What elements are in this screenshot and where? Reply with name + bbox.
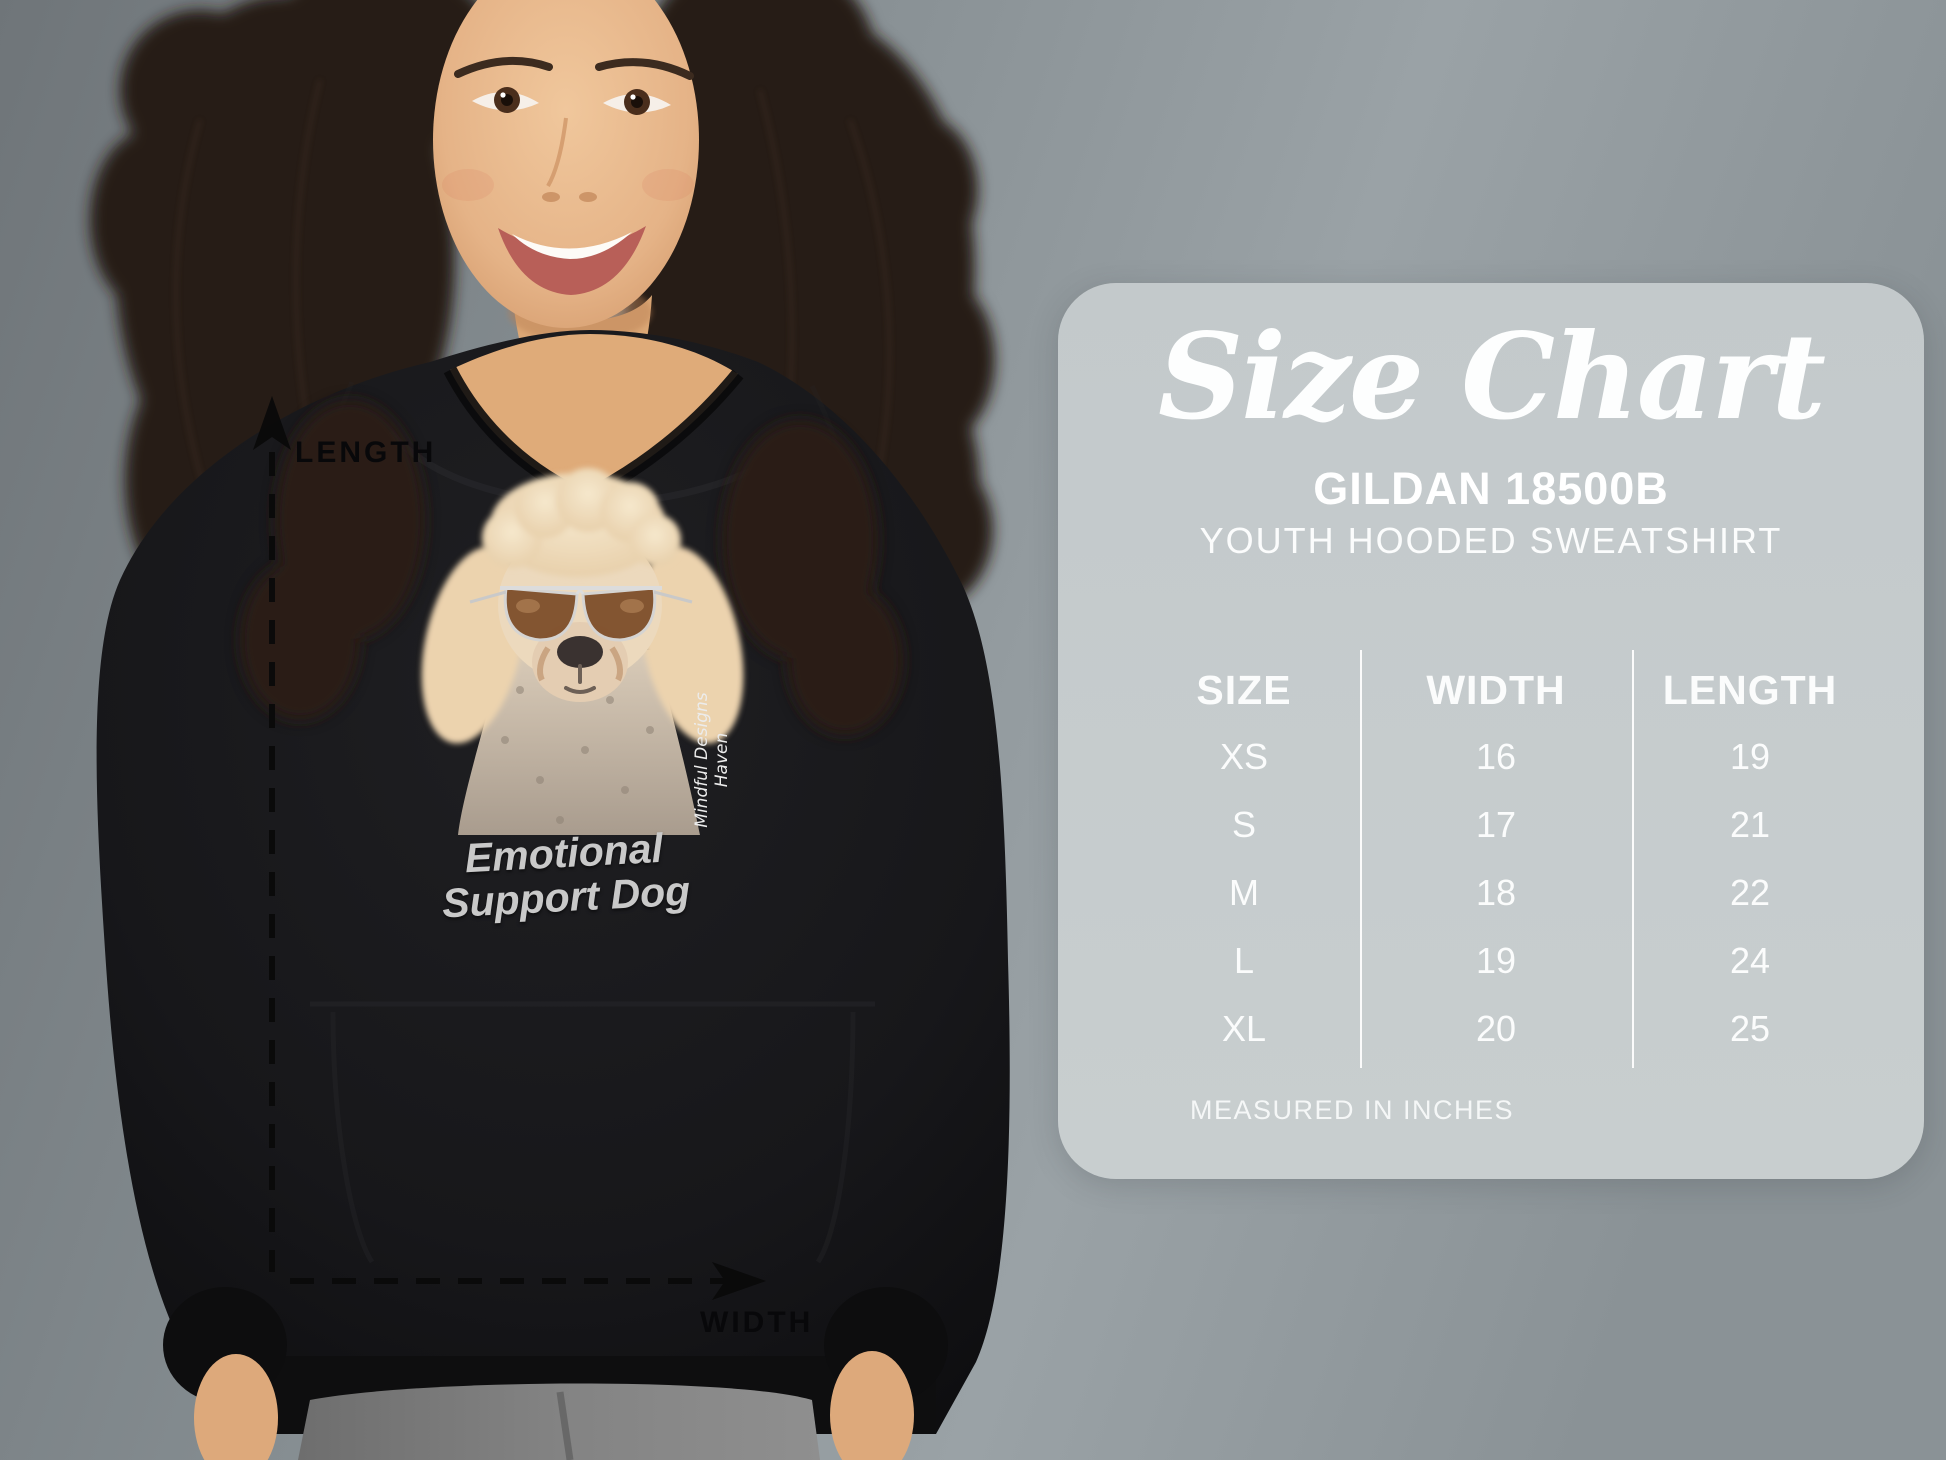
column-header-size: SIZE — [1196, 667, 1292, 713]
brand-signature: Mindful Designs Haven — [692, 685, 732, 835]
size-cell: L — [1233, 940, 1255, 981]
length-cell: 24 — [1729, 940, 1771, 981]
panel-footnote: MEASURED IN INCHES — [1190, 1095, 1515, 1125]
poodle-nose — [557, 636, 603, 668]
width-cell: 17 — [1475, 804, 1517, 845]
size-chart-panel: Size Chart GILDAN 18500B YOUTH HOODED SW… — [1058, 283, 1924, 1179]
poodle-topknot — [482, 468, 681, 577]
size-cell: M — [1229, 872, 1259, 913]
sweatpants — [298, 1383, 820, 1460]
poodle-graphic — [421, 468, 744, 835]
size-table: SIZE WIDTH LENGTH XS 16 19 S 17 21 M 18 … — [1128, 655, 1868, 1063]
width-cell: 16 — [1475, 736, 1517, 777]
column-divider — [1360, 650, 1362, 1068]
width-cell: 19 — [1475, 940, 1517, 981]
width-label: WIDTH — [700, 1306, 814, 1339]
length-cell: 19 — [1729, 736, 1771, 777]
product-code: GILDAN 18500B — [1313, 463, 1669, 514]
width-cell: 20 — [1475, 1008, 1517, 1049]
width-arrow-icon — [290, 1262, 766, 1300]
brand-signature-line2: Haven — [712, 732, 732, 788]
girl-face — [433, 0, 699, 328]
right-hand — [830, 1351, 914, 1460]
pants-crease — [556, 1391, 574, 1460]
eyebrow-right — [595, 58, 694, 80]
size-cell: XS — [1219, 736, 1269, 777]
length-arrow-icon — [253, 396, 291, 1272]
column-divider — [1632, 650, 1634, 1068]
panel-title: Size Chart — [1157, 307, 1826, 446]
sunglasses-icon — [469, 586, 693, 642]
hair-front-curls — [240, 400, 903, 735]
column-header-length: LENGTH — [1662, 667, 1838, 713]
length-cell: 25 — [1729, 1008, 1771, 1049]
length-label: LENGTH — [295, 436, 437, 469]
length-cell: 22 — [1729, 872, 1771, 913]
product-type: YOUTH HOODED SWEATSHIRT — [1199, 520, 1783, 561]
poodle-chest — [458, 650, 700, 835]
length-cell: 21 — [1729, 804, 1771, 845]
size-cell: XL — [1221, 1008, 1267, 1049]
width-cell: 18 — [1475, 872, 1517, 913]
teeth — [512, 232, 632, 259]
size-cell: S — [1231, 804, 1256, 845]
left-hand — [194, 1354, 278, 1460]
brand-signature-line1: Mindful Designs — [692, 692, 712, 828]
column-header-width: WIDTH — [1426, 667, 1566, 713]
eyebrow-left — [454, 56, 553, 78]
nose — [546, 117, 568, 187]
